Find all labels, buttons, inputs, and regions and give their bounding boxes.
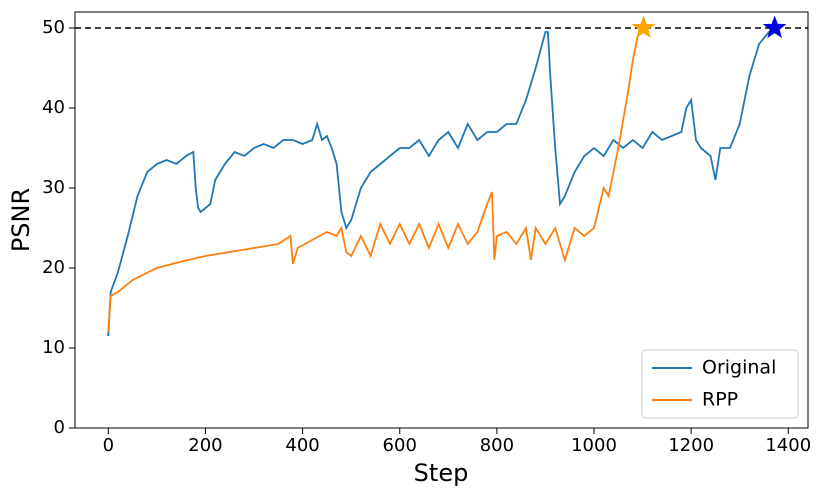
series-line xyxy=(107,27,645,333)
x-tick-label: 200 xyxy=(188,435,222,456)
y-tick-label: 10 xyxy=(42,337,65,358)
x-tick-label: 1400 xyxy=(765,435,811,456)
y-tick-label: 40 xyxy=(42,97,65,118)
legend: Original RPP xyxy=(641,349,799,419)
x-tick-label: 0 xyxy=(103,435,114,456)
y-tick-label: 50 xyxy=(42,17,65,38)
x-axis-label: Step xyxy=(414,459,469,487)
plot-frame xyxy=(74,11,809,429)
y-tick-label: 0 xyxy=(54,417,65,438)
x-tick-label: 800 xyxy=(480,435,514,456)
x-tick-label: 1200 xyxy=(668,435,714,456)
x-tick-label: 400 xyxy=(285,435,319,456)
series-line xyxy=(107,27,776,337)
x-tick-label: 1000 xyxy=(571,435,617,456)
star-marker xyxy=(631,15,656,39)
legend-label: Original xyxy=(702,357,776,379)
legend-label: RPP xyxy=(702,389,738,411)
y-tick-label: 20 xyxy=(42,257,65,278)
star-marker xyxy=(762,15,787,39)
y-axis-label: PSNR xyxy=(7,188,35,252)
x-tick-label: 600 xyxy=(383,435,417,456)
y-tick-label: 30 xyxy=(42,177,65,198)
